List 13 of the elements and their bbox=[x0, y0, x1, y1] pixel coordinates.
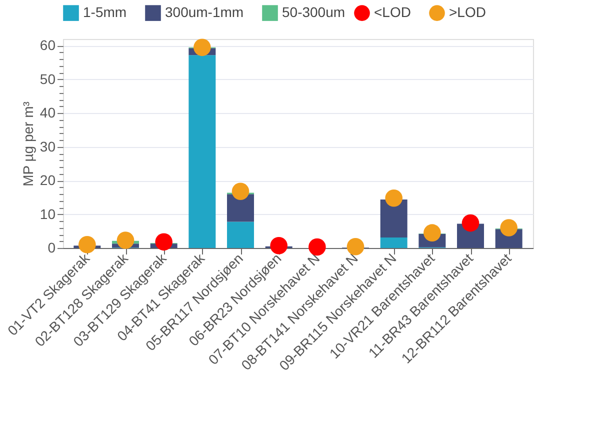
y-tick-label: 10 bbox=[40, 206, 56, 222]
y-tick-label: 30 bbox=[40, 138, 56, 154]
y-tick-label: 40 bbox=[40, 104, 56, 121]
legend-label: 300um-1mm bbox=[165, 4, 244, 20]
legend-label: >LOD bbox=[449, 4, 486, 20]
legend-label: 50-300um bbox=[282, 4, 346, 20]
legend-label: <LOD bbox=[374, 4, 411, 20]
y-tick-label: 0 bbox=[48, 240, 56, 256]
y-tick-label: 60 bbox=[40, 37, 56, 54]
y-axis-title: MP µg per m³ bbox=[20, 101, 36, 186]
y-tick-label: 20 bbox=[40, 172, 56, 188]
y-tick-label: 50 bbox=[40, 70, 56, 87]
legend-label: 1-5mm bbox=[83, 4, 127, 20]
